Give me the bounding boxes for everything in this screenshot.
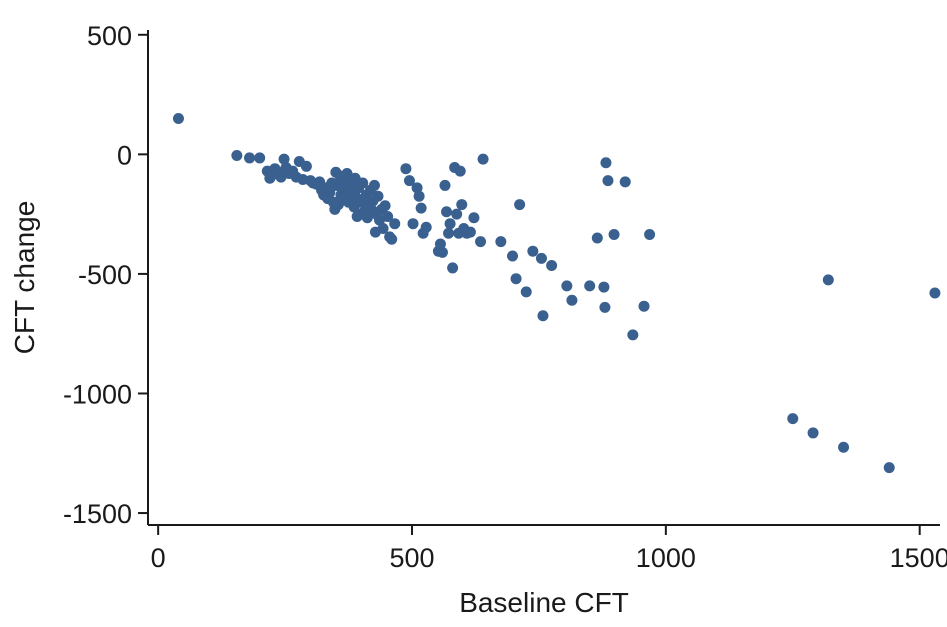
data-points: [172, 112, 941, 474]
data-point: [507, 250, 519, 262]
data-point: [382, 211, 394, 223]
data-point: [420, 221, 432, 233]
data-point: [361, 212, 373, 224]
data-point: [434, 238, 446, 250]
data-point: [411, 182, 423, 194]
data-point: [537, 310, 549, 322]
data-point: [415, 202, 427, 214]
data-point: [324, 187, 336, 199]
x-tick-label: 500: [389, 543, 434, 573]
y-tick-label: -1500: [63, 499, 132, 529]
data-point: [379, 200, 391, 212]
data-point: [368, 179, 380, 191]
data-point: [451, 208, 463, 220]
data-point: [598, 281, 610, 293]
data-point: [584, 280, 596, 292]
data-point: [627, 329, 639, 341]
data-point: [644, 228, 656, 240]
data-point: [372, 190, 384, 202]
x-axis-title: Baseline CFT: [459, 587, 629, 618]
data-point: [929, 287, 941, 299]
data-point: [403, 175, 415, 187]
data-point: [495, 236, 507, 248]
x-tick-label: 1000: [636, 543, 696, 573]
data-point: [389, 218, 401, 230]
data-point: [407, 218, 419, 230]
data-point: [441, 206, 453, 218]
data-point: [638, 300, 650, 312]
data-point: [566, 294, 578, 306]
data-point: [231, 150, 243, 162]
data-point: [561, 280, 573, 292]
data-point: [591, 232, 603, 244]
y-tick-label: 0: [117, 140, 132, 170]
data-point: [608, 228, 620, 240]
data-point: [443, 227, 455, 239]
data-point: [377, 222, 389, 234]
y-axis-title: CFT change: [9, 201, 40, 355]
data-point: [300, 160, 312, 172]
data-point: [447, 262, 459, 274]
data-point: [600, 157, 612, 169]
data-point: [468, 212, 480, 224]
x-tick-label: 0: [151, 543, 166, 573]
x-tick-label: 1500: [890, 543, 947, 573]
y-tick-label: -500: [78, 260, 132, 290]
data-point: [619, 176, 631, 188]
data-point: [172, 112, 184, 124]
data-point: [510, 273, 522, 285]
axes: 0 500 1000 1500 500 0 -500 -1000 -1500: [63, 21, 947, 573]
data-point: [456, 199, 468, 211]
data-point: [520, 286, 532, 298]
data-point: [254, 152, 266, 164]
data-point: [883, 462, 895, 474]
data-point: [386, 233, 398, 245]
data-point: [357, 177, 369, 189]
data-point: [413, 190, 425, 202]
data-point: [444, 218, 456, 230]
data-point: [599, 301, 611, 313]
data-point: [807, 427, 819, 439]
data-point: [454, 165, 466, 177]
data-point: [341, 167, 353, 179]
y-tick-label: 500: [87, 21, 132, 51]
data-point: [278, 153, 290, 165]
data-point: [439, 179, 451, 191]
data-point: [838, 441, 850, 453]
data-point: [514, 199, 526, 211]
data-point: [787, 413, 799, 425]
data-point: [436, 246, 448, 258]
data-point: [822, 274, 834, 286]
data-point: [244, 152, 256, 164]
data-point: [527, 245, 539, 257]
y-tick-label: -1000: [63, 379, 132, 409]
data-point: [602, 175, 614, 187]
data-point: [464, 226, 476, 238]
data-point: [546, 260, 558, 272]
data-point: [400, 163, 412, 175]
data-point: [535, 252, 547, 264]
data-point: [477, 153, 489, 165]
data-point: [475, 236, 487, 248]
